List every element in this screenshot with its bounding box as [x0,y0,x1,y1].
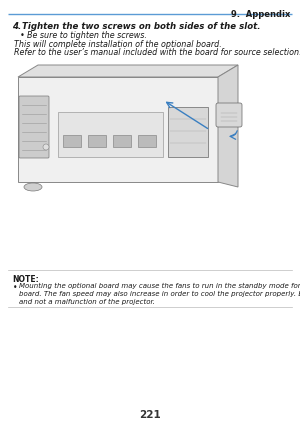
Bar [138,135,156,147]
Bar [58,112,163,157]
Text: Tighten the two screws on both sides of the slot.: Tighten the two screws on both sides of … [22,22,260,31]
Text: This will complete installation of the optional board.: This will complete installation of the o… [14,40,222,49]
Bar [63,135,81,147]
Text: Mounting the optional board may cause the fans to run in the standby mode for th: Mounting the optional board may cause th… [19,283,300,289]
Polygon shape [218,65,238,187]
Text: 4.: 4. [12,22,27,31]
Text: Refer to the user’s manual included with the board for source selection.: Refer to the user’s manual included with… [14,48,300,57]
FancyBboxPatch shape [216,103,242,127]
Bar [113,135,131,147]
Text: NOTE:: NOTE: [12,275,39,284]
FancyBboxPatch shape [19,96,49,158]
Bar [88,135,106,147]
Text: Be sure to tighten the screws.: Be sure to tighten the screws. [27,31,147,40]
Bar [168,107,208,157]
Polygon shape [18,77,218,182]
Text: board. The fan speed may also increase in order to cool the projector properly. : board. The fan speed may also increase i… [19,291,300,297]
Text: •: • [13,283,17,292]
Text: 9.  Appendix: 9. Appendix [231,10,290,19]
Text: and not a malfunction of the projector.: and not a malfunction of the projector. [19,299,155,305]
Ellipse shape [24,183,42,191]
Polygon shape [18,65,238,77]
Text: 221: 221 [139,410,161,420]
Ellipse shape [43,144,49,150]
Text: •: • [20,31,25,40]
